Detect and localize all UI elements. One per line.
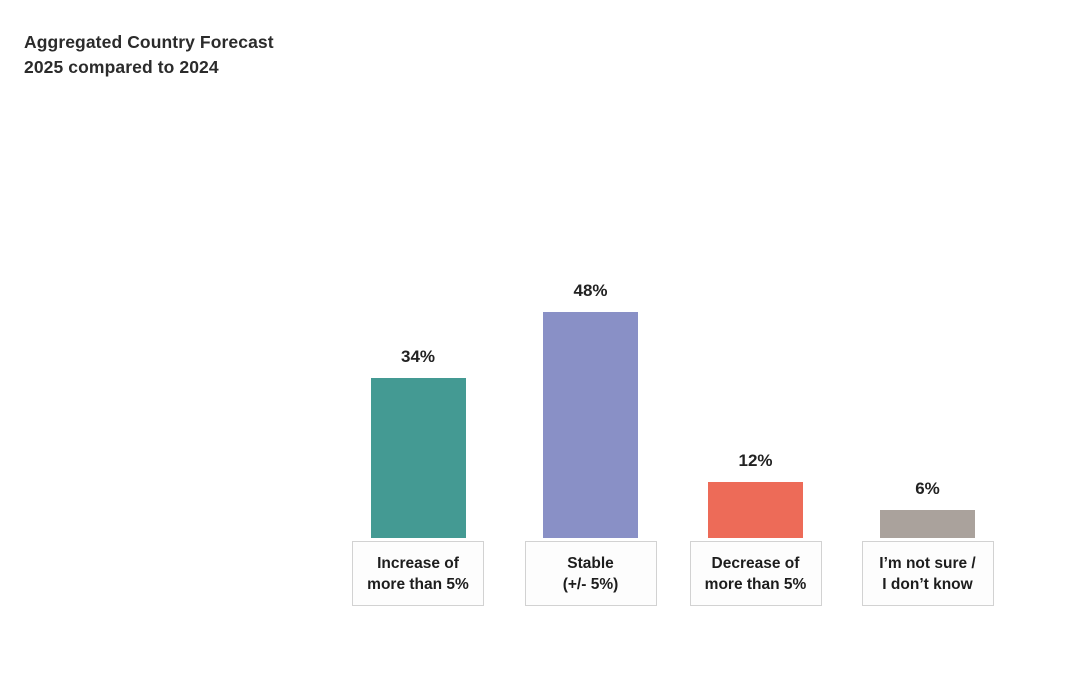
bar-value-label: 34% <box>400 346 436 366</box>
bar-group: 12% Decrease of more than 5% <box>689 0 822 684</box>
category-label: Increase of more than 5% <box>367 554 469 593</box>
bar <box>543 312 638 538</box>
chart-title-line-2: 2025 compared to 2024 <box>24 57 219 77</box>
category-label: Stable (+/- 5%) <box>562 554 619 593</box>
bar-value-label: 48% <box>573 281 608 301</box>
bar <box>880 509 975 538</box>
chart-title: Aggregated Country Forecast 2025 compare… <box>24 30 274 80</box>
bar <box>370 377 466 538</box>
category-label-box: I’m not sure / I don’t know <box>861 541 994 606</box>
bar <box>708 481 803 538</box>
chart-title-line-1: Aggregated Country Forecast <box>24 32 274 52</box>
bar-value-label: 12% <box>738 450 773 470</box>
bar-group: 6% I’m not sure / I don’t know <box>861 0 994 684</box>
bar-group: 34% Increase of more than 5% <box>352 0 484 684</box>
bar-value-label: 6% <box>915 478 940 498</box>
category-label-box: Decrease of more than 5% <box>689 541 822 606</box>
category-label-box: Increase of more than 5% <box>352 541 484 606</box>
category-label: I’m not sure / I don’t know <box>879 554 976 593</box>
category-label: Decrease of more than 5% <box>704 554 807 593</box>
category-label-box: Stable (+/- 5%) <box>524 541 657 606</box>
bar-group: 48% Stable (+/- 5%) <box>524 0 657 684</box>
